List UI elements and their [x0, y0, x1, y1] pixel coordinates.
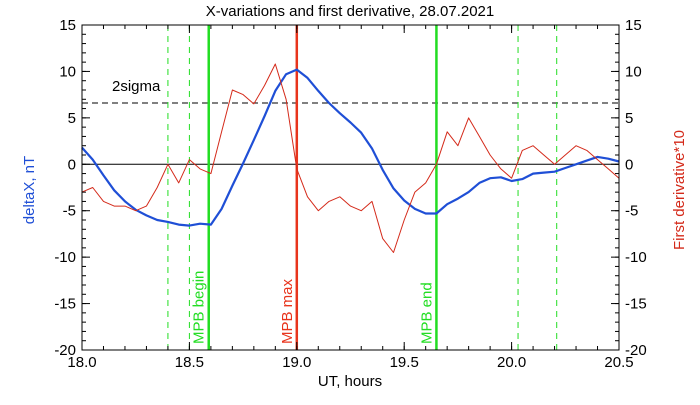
- x-tick-label-3: 19.5: [390, 354, 419, 371]
- x-tick-label-2: 19.0: [282, 354, 311, 371]
- marker-label-0: MPB begin: [191, 271, 208, 344]
- x-tick-label-4: 20.0: [497, 354, 526, 371]
- sigma-label: 2sigma: [112, 78, 161, 95]
- y-tick-label-left-6: -15: [54, 296, 76, 313]
- y-tick-label-right-3: 0: [625, 156, 633, 173]
- y-tick-label-right-2: 5: [625, 110, 633, 127]
- y-axis-label-left: deltaX, nT: [21, 156, 38, 224]
- x-tick-label-1: 18.5: [175, 354, 204, 371]
- marker-label-2: MPB end: [418, 282, 435, 344]
- marker-label-1: MPB max: [279, 278, 296, 344]
- y-tick-label-left-3: 0: [68, 156, 76, 173]
- y-tick-label-right-7: -20: [625, 342, 647, 359]
- x-tick-label-5: 20.5: [604, 354, 633, 371]
- series-line-1: [81, 63, 620, 253]
- y-axis-label-right: First derivative*10: [671, 130, 688, 250]
- y-tick-label-right-0: 15: [625, 17, 642, 34]
- y-tick-label-right-4: -5: [625, 203, 638, 220]
- y-tick-label-left-7: -20: [54, 342, 76, 359]
- chart-title: X-variations and first derivative, 28.07…: [206, 3, 495, 20]
- x-axis-label: UT, hours: [318, 373, 382, 390]
- x-tick-label-0: 18.0: [67, 354, 96, 371]
- y-tick-label-right-1: 10: [625, 63, 642, 80]
- series-line-0: [81, 68, 620, 227]
- plot-frame: [81, 24, 620, 351]
- y-tick-label-right-6: -15: [625, 296, 647, 313]
- y-tick-label-left-2: 5: [68, 110, 76, 127]
- y-tick-label-left-5: -10: [54, 249, 76, 266]
- y-tick-label-left-4: -5: [63, 203, 76, 220]
- y-tick-label-right-5: -10: [625, 249, 647, 266]
- y-tick-label-left-0: 15: [59, 17, 76, 34]
- y-tick-label-left-1: 10: [59, 63, 76, 80]
